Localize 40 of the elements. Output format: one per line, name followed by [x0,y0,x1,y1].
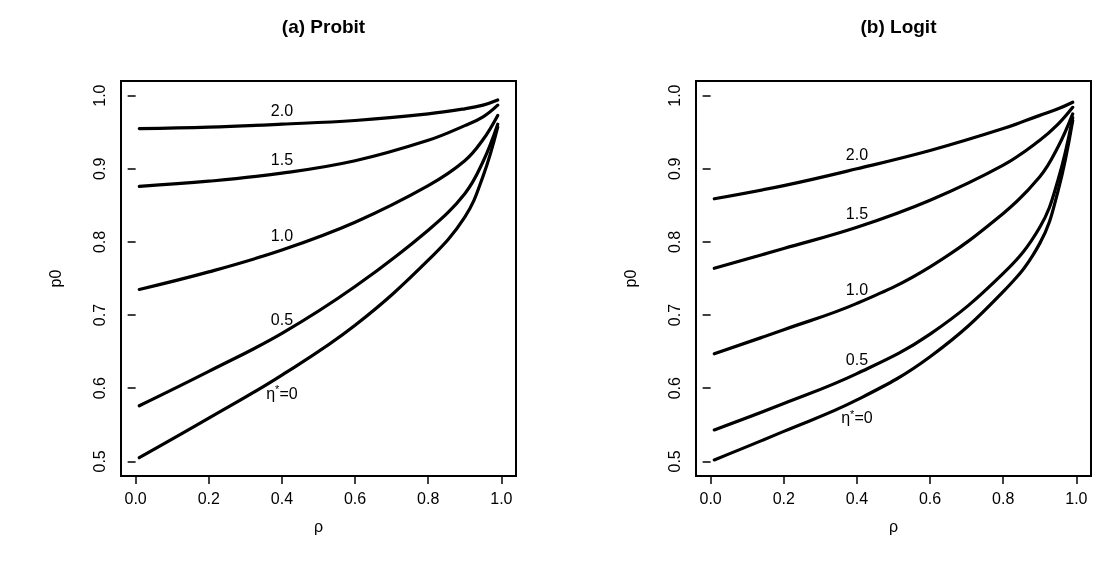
y-tick-label: 0.9 [90,157,108,180]
y-tick-label: 0.5 [665,450,683,473]
x-axis-title: ρ [888,517,899,535]
y-tick-label: 0.7 [665,303,683,327]
x-tick-label: 1.0 [490,489,513,507]
x-tick-label: 0.8 [417,489,440,507]
annotation: 1.5 [845,204,869,222]
y-axis-title: p0 [621,269,639,288]
annotation: 0.5 [845,351,869,369]
annotation: η*=0 [841,407,873,427]
annotation: 2.0 [270,101,294,119]
x-tick-label: 0.0 [124,489,147,507]
y-tick-label: 0.7 [90,303,108,327]
annotation: 2.0 [845,146,869,164]
annotation: 1.0 [845,280,869,298]
y-tick-label: 0.5 [90,450,108,473]
annotation: 1.5 [270,150,294,168]
y-tick-label: 0.8 [90,230,108,254]
x-tick-label: 0.2 [197,489,220,507]
annotation: 1.0 [270,227,294,245]
x-tick-label: 1.0 [1065,489,1088,507]
x-axis-title: ρ [313,517,324,535]
x-tick-label: 0.8 [992,489,1015,507]
x-tick-label: 0.6 [918,489,942,507]
y-tick-label: 0.9 [665,157,683,180]
x-tick-label: 0.0 [699,489,722,507]
annotation: 0.5 [270,310,294,328]
y-tick-label: 0.8 [665,230,683,254]
x-tick-label: 0.6 [343,489,367,507]
chart-title: (a) Probit [281,16,366,37]
y-tick-label: 1.0 [90,84,108,107]
x-tick-label: 0.4 [845,489,869,507]
y-axis-title: p0 [46,269,64,288]
x-tick-label: 0.2 [772,489,795,507]
y-tick-label: 0.6 [665,377,683,400]
y-tick-label: 0.6 [90,377,108,400]
chart-title: (b) Logit [860,16,938,37]
annotation: η*=0 [266,383,298,402]
y-tick-label: 1.0 [665,84,683,107]
x-tick-label: 0.4 [270,489,294,507]
